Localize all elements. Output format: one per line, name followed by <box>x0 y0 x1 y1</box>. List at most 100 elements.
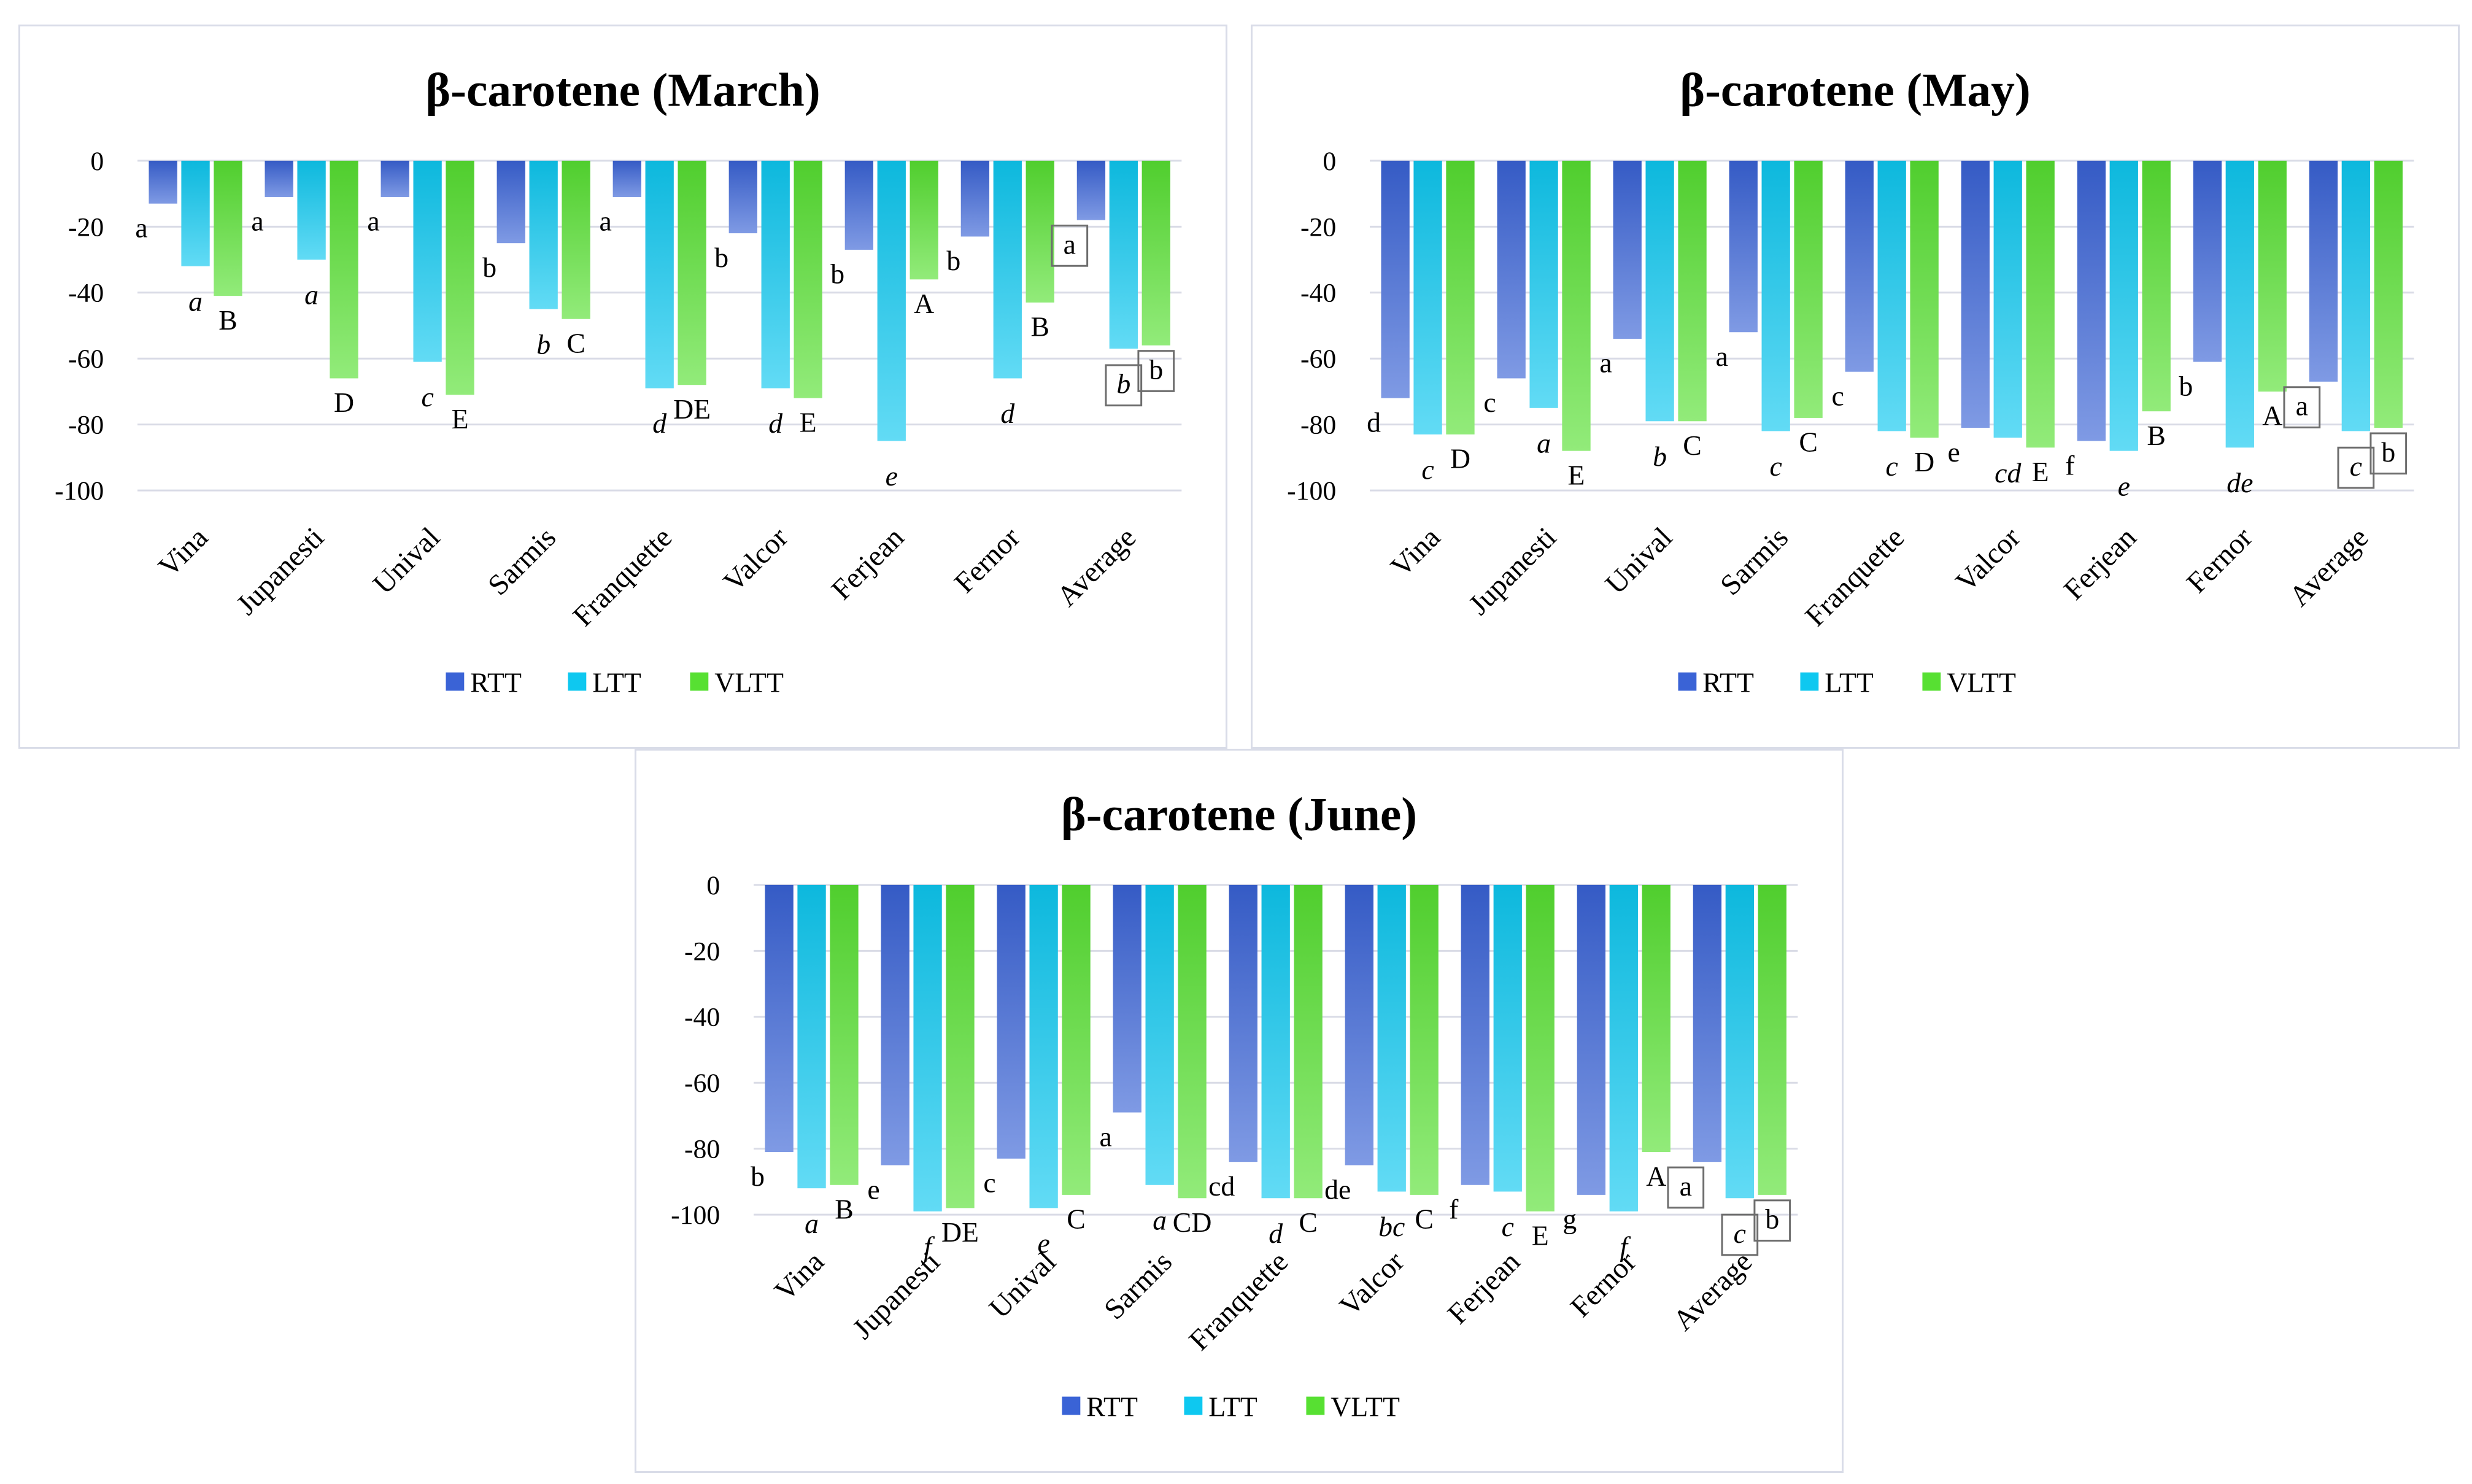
y-tick-label: -80 <box>1300 411 1336 440</box>
bar-vltt-fernor <box>1025 160 1054 303</box>
bar-vltt-ferjean <box>1526 884 1555 1212</box>
x-category-label: Jupanesti <box>1462 521 1562 621</box>
sig-label-rtt: e <box>1948 436 1960 468</box>
x-category-label: Unival <box>367 521 446 600</box>
bar-ltt-valcor <box>1377 884 1406 1192</box>
chart-svg: β-carotene (March)0-20-40-60-80-100aaBVi… <box>55 63 1182 698</box>
bar-vltt-average <box>1758 884 1786 1195</box>
sig-label-rtt: b <box>751 1161 765 1192</box>
sig-label-rtt: g <box>1562 1204 1577 1235</box>
bar-vltt-vina <box>1446 160 1475 435</box>
bar-ltt-jupanesti <box>297 160 326 260</box>
sig-label-rtt: d <box>1367 406 1381 438</box>
sig-label-ltt: e <box>1037 1227 1049 1259</box>
x-category-label: Fernor <box>948 521 1027 600</box>
legend-swatch-ltt <box>1184 1396 1203 1415</box>
bar-rtt-sarmis <box>496 160 525 244</box>
sig-label-rtt: b <box>2179 370 2193 401</box>
sig-label-vltt: CD <box>1173 1207 1212 1238</box>
legend-swatch-rtt <box>1062 1396 1081 1415</box>
sig-label-vltt: D <box>1914 446 1934 477</box>
y-tick-label: -80 <box>68 411 104 440</box>
sig-label-rtt: a <box>1599 347 1612 379</box>
bar-ltt-unival <box>413 160 442 362</box>
sig-label-rtt: f <box>2065 449 2075 481</box>
sig-label-vltt: E <box>2032 456 2049 487</box>
x-category-label: Ferjean <box>825 521 910 606</box>
sig-label-ltt: a <box>1537 427 1551 458</box>
sig-label-rtt: b <box>714 242 728 273</box>
average-label-box <box>1667 1166 1705 1209</box>
sig-label-vltt: C <box>1299 1207 1318 1238</box>
y-tick-label: 0 <box>90 147 104 176</box>
y-tick-label: -100 <box>55 476 104 506</box>
legend-swatch-ltt <box>568 672 587 691</box>
sig-label-ltt: a <box>1153 1204 1167 1235</box>
y-tick-label: -100 <box>1287 476 1336 506</box>
sig-label-rtt: c <box>983 1167 995 1199</box>
x-category-label: Vina <box>1385 521 1447 583</box>
sig-label-vltt: DE <box>673 393 711 425</box>
sig-label-ltt: e <box>2118 470 2130 501</box>
sig-label-vltt: b <box>2381 436 2395 468</box>
bar-rtt-average <box>2309 160 2338 382</box>
x-category-label: Jupanesti <box>846 1245 946 1345</box>
x-category-label: Ferjean <box>2057 521 2142 606</box>
y-tick-label: -60 <box>1300 344 1336 374</box>
sig-label-ltt: e <box>886 460 898 492</box>
sig-label-ltt: c <box>1421 454 1434 485</box>
bar-rtt-jupanesti <box>1497 160 1526 379</box>
bar-ltt-fernor <box>2225 160 2254 448</box>
sig-label-vltt: C <box>566 327 585 358</box>
legend-label-vltt: VLTT <box>1331 1391 1400 1422</box>
sig-label-rtt: a <box>2296 390 2308 422</box>
bar-vltt-franquette <box>1294 884 1323 1199</box>
average-label-box <box>2337 446 2375 489</box>
sig-label-rtt: a <box>1680 1170 1692 1202</box>
bar-rtt-ferjean <box>844 160 873 250</box>
sig-label-rtt: de <box>1324 1173 1351 1205</box>
sig-label-vltt: D <box>1450 443 1470 474</box>
bar-ltt-sarmis <box>1145 884 1174 1185</box>
sig-label-vltt: C <box>1799 427 1818 458</box>
x-category-label: Fernor <box>1564 1245 1643 1324</box>
bar-vltt-unival <box>1678 160 1707 422</box>
sig-label-vltt: E <box>1568 459 1585 490</box>
bar-vltt-average <box>2374 160 2403 428</box>
legend-label-vltt: VLTT <box>1947 667 2016 698</box>
legend-label-rtt: RTT <box>1086 1391 1138 1422</box>
sig-label-vltt: A <box>1646 1161 1666 1192</box>
bar-rtt-ferjean <box>1461 884 1489 1185</box>
average-label-box <box>1721 1213 1759 1256</box>
sig-label-ltt: c <box>1770 450 1782 482</box>
bar-rtt-unival <box>380 160 409 197</box>
sig-label-vltt: D <box>334 387 354 418</box>
x-category-label: Unival <box>983 1245 1062 1324</box>
x-category-label: Valcor <box>1950 521 2027 598</box>
bar-ltt-valcor <box>761 160 790 388</box>
bar-ltt-sarmis <box>529 160 558 309</box>
sig-label-rtt: e <box>867 1173 879 1205</box>
legend-label-vltt: VLTT <box>714 667 784 698</box>
y-tick-label: -40 <box>684 1003 720 1032</box>
bar-rtt-average <box>1693 884 1722 1162</box>
average-label-box <box>1753 1199 1791 1242</box>
y-tick-label: -40 <box>1300 279 1336 308</box>
sig-label-ltt: d <box>1000 398 1014 429</box>
bar-vltt-sarmis <box>1178 884 1207 1199</box>
x-category-label: Fernor <box>2180 521 2259 600</box>
y-tick-label: 0 <box>706 871 720 900</box>
bar-vltt-franquette <box>1910 160 1939 438</box>
legend-swatch-vltt <box>1306 1396 1325 1415</box>
bar-rtt-vina <box>1381 160 1410 398</box>
bar-ltt-ferjean <box>2109 160 2138 451</box>
sig-label-vltt: E <box>1532 1219 1549 1251</box>
sig-label-ltt: a <box>188 285 203 317</box>
bar-ltt-vina <box>797 884 826 1189</box>
bar-vltt-sarmis <box>562 160 590 319</box>
bar-ltt-average <box>1725 884 1754 1199</box>
legend-swatch-rtt <box>446 672 465 691</box>
sig-label-vltt: C <box>1067 1204 1086 1235</box>
sig-label-ltt: c <box>421 381 433 412</box>
sig-label-rtt: f <box>1449 1194 1459 1225</box>
